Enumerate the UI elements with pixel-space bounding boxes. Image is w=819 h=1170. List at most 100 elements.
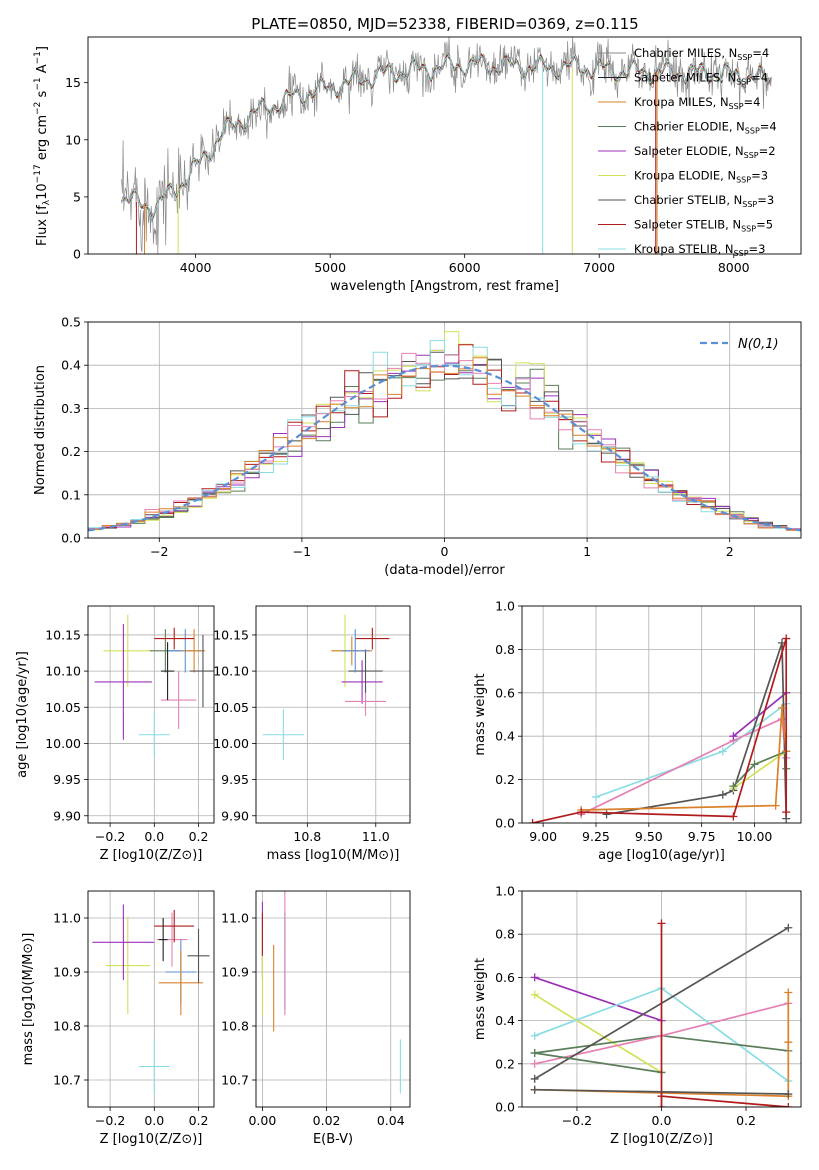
legend-subscript: SSP	[744, 151, 759, 160]
error-bar-point	[158, 918, 168, 962]
weight-marker	[784, 1103, 793, 1107]
normal-curve	[88, 364, 801, 532]
weight-line	[532, 638, 788, 823]
plot-area	[256, 606, 410, 823]
legend-entry: Chabrier ELODIE, NSSP=4	[634, 120, 777, 136]
weight-line	[534, 993, 662, 1074]
legend-subscript: SSP	[729, 102, 744, 111]
axes-frame	[87, 890, 215, 1108]
error-bar-point	[154, 909, 195, 943]
x-tick-label: 8000	[718, 260, 750, 275]
x-tick-label: 0.0	[144, 1113, 164, 1128]
weight-marker	[718, 790, 727, 799]
y-tick-label: 10.7	[221, 1073, 249, 1088]
x-axis-label: Z [log10(Z/Z⊙)]	[100, 848, 203, 863]
y-tick-label: 0.4	[61, 358, 81, 373]
y-tick-label: 9.95	[221, 772, 249, 787]
legend-subscript: SSP	[745, 127, 760, 136]
y-axis-label: mass [log10(M/M⊙)]	[21, 933, 36, 1066]
weight-marker	[729, 812, 738, 821]
residual-legend: N(0,1)	[700, 337, 779, 352]
y-tick-label: 10.15	[45, 627, 81, 642]
y-tick-label: 0.2	[495, 772, 515, 787]
y-tick-label: 0.3	[61, 401, 81, 416]
plot-area	[522, 606, 801, 823]
weight-series	[530, 1085, 793, 1099]
panel-residuals: −2 −1 0 1 2 0.0 0.1 0.2 0.3 0.4 0.5 (data-model)/er…	[33, 315, 802, 578]
error-bar-point	[355, 627, 390, 650]
plot-area	[88, 891, 214, 1107]
x-tick-label: 2	[726, 544, 734, 559]
plot-area	[88, 606, 214, 823]
weight-marker	[784, 923, 793, 932]
y-axis-label: mass weight	[473, 958, 488, 1040]
legend-entry: Kroupa MILES, NSSP=4	[634, 95, 760, 111]
error-bar-point	[187, 928, 210, 983]
y-tick-label: 10	[65, 132, 81, 147]
y-tick-label: 0.8	[495, 642, 515, 657]
weight-marker	[530, 990, 539, 999]
weight-marker	[784, 988, 793, 997]
weight-line	[580, 717, 788, 816]
error-bar-point	[341, 660, 383, 704]
panel-spectrum: 4000 5000 6000 7000 8000 0 5 10 15 wavelength [An…	[33, 36, 802, 294]
weight-marker	[530, 1059, 539, 1068]
y-tick-label: 0.4	[495, 1013, 515, 1028]
plot-area	[256, 891, 410, 1107]
error-bar-point	[160, 642, 175, 701]
x-axis-label: Z [log10(Z/Z⊙)]	[100, 1132, 203, 1147]
y-tick-label: 10.00	[213, 736, 249, 751]
error-bar-point	[158, 950, 203, 1016]
x-tick-label: 0.2	[189, 1113, 209, 1128]
error-bar-point	[138, 1039, 170, 1094]
error-bar-point	[262, 709, 304, 761]
x-tick-label: 9.25	[582, 829, 610, 844]
weight-marker	[657, 1092, 666, 1101]
legend-value: =4	[760, 120, 777, 134]
x-tick-label: −1	[293, 544, 311, 559]
histogram-series	[88, 351, 801, 531]
weight-marker	[782, 808, 791, 817]
weight-marker	[750, 760, 759, 769]
y-tick-label: 10.9	[53, 965, 81, 980]
weight-line	[534, 1052, 662, 1074]
x-axis-label: mass [log10(M/M⊙)]	[267, 848, 400, 863]
y-tick-label: 0.2	[495, 1056, 515, 1071]
axes-frame	[521, 890, 802, 1108]
legend-subscript: SSP	[734, 249, 749, 258]
weight-marker	[729, 732, 738, 741]
legend-subscript: SSP	[736, 78, 751, 87]
weight-marker	[784, 1090, 793, 1099]
x-tick-label: −0.2	[95, 1113, 125, 1128]
x-tick-label: 0.02	[313, 1113, 341, 1128]
weight-line	[534, 976, 662, 1022]
weight-line	[660, 923, 789, 1107]
y-tick-label: 9.90	[221, 808, 249, 823]
y-axis-label: Flux [fλ10−17 erg cm−2 s−1 A−1]	[33, 46, 52, 246]
weight-marker	[530, 973, 539, 982]
y-tick-label: 0.2	[61, 444, 81, 459]
y-tick-label: 0.4	[495, 729, 515, 744]
weight-series	[530, 973, 666, 1025]
x-tick-label: 6000	[449, 260, 481, 275]
weight-marker	[530, 1049, 539, 1057]
x-tick-label: 9.50	[635, 829, 663, 844]
panel-age_vs_Z: −0.2 0.0 0.2 9.90 9.95 10.00 10.05 10.10 10.15 Z …	[15, 605, 215, 863]
legend-entry: Salpeter ELODIE, NSSP=2	[634, 144, 776, 160]
histogram-series	[88, 352, 801, 530]
weight-series	[729, 747, 791, 791]
legend-entry: Kroupa STELIB, NSSP=3	[634, 242, 765, 258]
legend-value: =5	[756, 218, 773, 232]
legend-value: =2	[759, 144, 776, 158]
weight-marker	[729, 782, 738, 791]
weight-series	[528, 634, 791, 823]
weight-marker	[577, 808, 586, 817]
axes-frame	[255, 605, 411, 824]
weight-marker	[784, 1038, 793, 1047]
weight-marker	[530, 1031, 539, 1040]
legend-value: =4	[751, 71, 768, 85]
x-tick-label: 0.04	[377, 1113, 405, 1128]
weight-marker	[657, 1103, 666, 1107]
x-axis-label: wavelength [Angstrom, rest frame]	[330, 279, 559, 294]
